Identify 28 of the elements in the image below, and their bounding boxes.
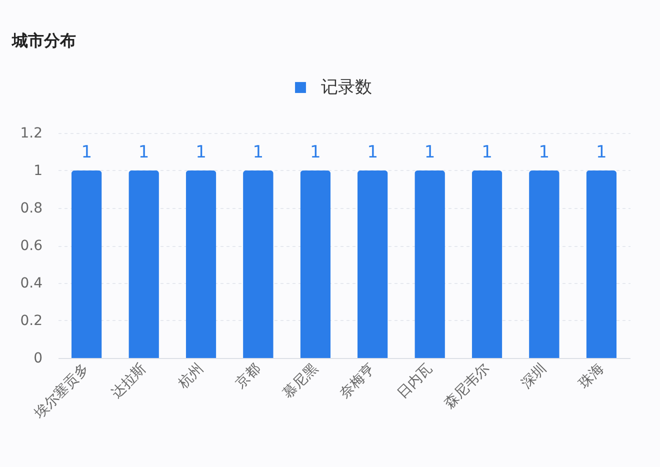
y-tick-label: 1 xyxy=(34,163,42,179)
x-tick-label: 京都 xyxy=(232,360,264,392)
data-label: 1 xyxy=(424,142,436,162)
y-tick-label: 0.8 xyxy=(20,200,42,216)
data-label: 1 xyxy=(538,142,550,162)
x-tick-label: 慕尼黑 xyxy=(280,360,322,402)
data-label: 1 xyxy=(596,142,607,162)
x-tick-label: 奈梅亨 xyxy=(337,360,378,402)
data-label: 1 xyxy=(81,142,92,162)
y-tick-label: 0.2 xyxy=(20,313,42,329)
data-label: 1 xyxy=(482,142,492,162)
y-tick-label: 0 xyxy=(34,350,42,366)
x-tick-label: 森尼韦尔 xyxy=(442,360,493,412)
data-label: 1 xyxy=(367,142,378,162)
data-label: 1 xyxy=(252,142,264,162)
data-label: 1 xyxy=(138,142,150,162)
x-tick-label: 达拉斯 xyxy=(108,360,150,402)
legend-label: 记录数 xyxy=(321,78,372,98)
y-tick-label: 1.2 xyxy=(20,126,42,142)
chart-title: 城市分布 xyxy=(11,31,76,50)
x-tick-label: 深圳 xyxy=(518,360,550,392)
y-tick-label: 0.4 xyxy=(20,276,43,292)
data-label: 1 xyxy=(196,142,206,162)
data-label: 1 xyxy=(310,142,321,162)
x-tick-label: 日内瓦 xyxy=(394,360,436,402)
x-tick-label: 珠海 xyxy=(576,360,608,392)
y-tick-label: 0.6 xyxy=(20,238,43,254)
x-tick-label: 杭州 xyxy=(174,360,207,393)
